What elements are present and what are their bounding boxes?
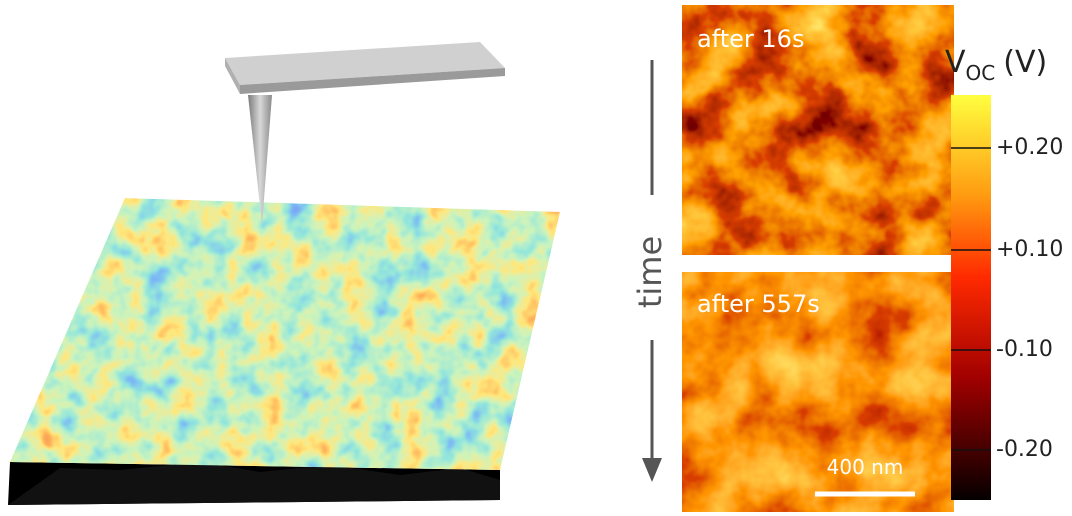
panel-label: after 16s xyxy=(697,25,804,53)
colorbar-tick-label: -0.10 xyxy=(996,337,1053,362)
colorbar-tick-label: -0.20 xyxy=(996,437,1053,462)
colorbar-title: VOC (V) xyxy=(945,45,1047,85)
scale-bar-label: 400 nm xyxy=(827,455,904,479)
colorbar-tick-label: +0.20 xyxy=(996,135,1063,160)
colorbar-tick-label: +0.10 xyxy=(996,237,1063,262)
panel-label: after 557s xyxy=(697,290,820,318)
figure: time after 16s after 557s 400 nm VOC(V) … xyxy=(0,0,1072,516)
afm-surface xyxy=(0,190,570,505)
time-label: time xyxy=(631,236,669,308)
cantilever xyxy=(225,42,505,225)
unit: (V) xyxy=(1003,45,1047,80)
time-arrow: time xyxy=(631,60,669,482)
symbol: V xyxy=(945,45,966,80)
subscript: OC xyxy=(966,61,996,85)
colorbar xyxy=(951,95,991,500)
